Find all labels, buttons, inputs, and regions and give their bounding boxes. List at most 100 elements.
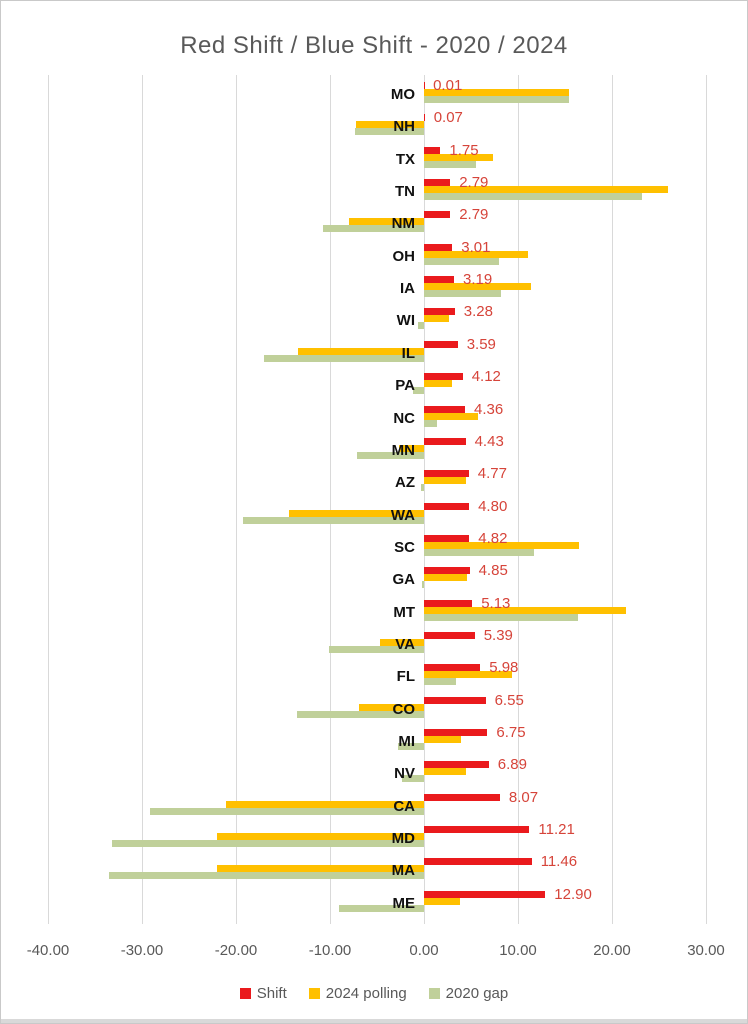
bar-2020-gap-OH	[424, 257, 500, 265]
shift-value-label-PA: 4.12	[471, 368, 501, 386]
shift-value-label-MA: 11.46	[540, 853, 578, 871]
bar-shift-VA	[424, 631, 475, 639]
bar-2020-gap-FL	[424, 678, 456, 686]
bar-2024-polling-TX	[424, 153, 493, 161]
bar-shift-MA	[424, 858, 532, 866]
shift-value-label-IL: 3.59	[466, 335, 496, 353]
shift-value-label-NC: 4.36	[474, 400, 504, 418]
category-label-WA: WA	[390, 506, 415, 524]
category-label-SC: SC	[394, 538, 415, 556]
bar-shift-MD	[424, 826, 530, 833]
shift-value-label-MT: 5.13	[481, 594, 511, 612]
bar-shift-NV	[424, 761, 489, 769]
bar-2024-polling-CO	[358, 703, 424, 711]
bar-2020-gap-NC	[424, 419, 437, 427]
bar-2024-polling-IA	[424, 283, 532, 291]
bar-2024-polling-NV	[424, 768, 467, 776]
bar-shift-TX	[424, 146, 441, 154]
gridline	[518, 75, 519, 924]
bar-2020-gap-WI	[418, 322, 424, 330]
shift-value-label-WI: 3.28	[463, 303, 493, 321]
category-label-AZ: AZ	[395, 474, 415, 492]
bar-shift-CO	[424, 696, 486, 704]
category-label-NV: NV	[394, 765, 415, 783]
legend-swatch-icon	[239, 988, 251, 999]
bar-2024-polling-NC	[424, 412, 478, 420]
bar-2024-polling-FL	[424, 671, 512, 679]
category-label-MO: MO	[390, 86, 415, 103]
shift-value-label-FL: 5.98	[489, 659, 519, 677]
x-axis-tick-label: 20.00	[593, 942, 631, 959]
shift-value-label-NV: 6.89	[497, 756, 527, 774]
category-label-WI: WI	[396, 312, 415, 330]
bar-2020-gap-GA	[421, 581, 424, 589]
bar-2020-gap-MO	[424, 96, 569, 103]
shift-value-label-OH: 3.01	[461, 238, 491, 256]
shift-value-label-AZ: 4.77	[477, 465, 507, 483]
bar-shift-AZ	[424, 470, 469, 478]
bar-2020-gap-NH	[354, 128, 424, 136]
category-label-MN: MN	[391, 441, 415, 459]
shift-value-label-MI: 6.75	[496, 723, 526, 741]
bar-shift-PA	[424, 373, 463, 381]
bar-shift-WI	[424, 308, 455, 316]
bar-2024-polling-CA	[225, 800, 424, 808]
bar-2020-gap-NV	[401, 775, 424, 783]
x-axis-tick-label: 10.00	[499, 942, 537, 959]
category-label-NC: NC	[393, 409, 415, 427]
x-axis-tick-label: 30.00	[687, 942, 725, 959]
bar-2020-gap-MT	[424, 613, 578, 621]
x-axis-tick-label: -40.00	[26, 942, 70, 959]
shift-value-label-TX: 1.75	[449, 141, 479, 159]
shift-value-label-MN: 4.43	[474, 432, 504, 450]
legend-item-2020-gap: 2020 gap	[428, 985, 509, 1002]
shift-value-label-GA: 4.85	[478, 562, 508, 580]
legend-item-2024-polling: 2024 polling	[308, 985, 407, 1002]
legend-label: 2020 gap	[445, 985, 509, 1002]
shift-value-label-IA: 3.19	[463, 271, 493, 289]
bar-2020-gap-TN	[424, 193, 643, 200]
category-label-NM: NM	[391, 215, 415, 233]
bar-2024-polling-MN	[398, 444, 424, 452]
shift-value-label-WA: 4.80	[478, 497, 508, 515]
gridline	[236, 75, 237, 924]
bar-2020-gap-TX	[424, 160, 477, 168]
category-label-MA: MA	[391, 862, 415, 880]
bar-shift-MN	[424, 437, 466, 445]
gridline	[706, 75, 707, 924]
legend: Shift 2024 polling 2020 gap	[1, 985, 747, 1002]
bar-2020-gap-IA	[424, 290, 502, 298]
bar-2020-gap-MN	[357, 451, 424, 459]
category-label-VA: VA	[395, 635, 415, 653]
bar-shift-MT	[424, 599, 473, 607]
shift-value-label-NM: 2.79	[459, 206, 489, 224]
bar-2024-polling-OH	[424, 250, 528, 258]
legend-item-shift: Shift	[239, 985, 287, 1002]
bar-2020-gap-CO	[297, 710, 424, 718]
category-label-CO: CO	[392, 700, 416, 718]
category-label-TN: TN	[395, 183, 415, 200]
category-label-MD: MD	[391, 830, 415, 847]
bar-2020-gap-MI	[397, 742, 424, 750]
x-axis-tick-label: -10.00	[308, 942, 352, 959]
legend-swatch-icon	[308, 988, 320, 999]
bar-2024-polling-IL	[298, 347, 424, 355]
bar-shift-OH	[424, 243, 453, 251]
category-label-OH: OH	[392, 247, 416, 265]
bar-2024-polling-MD	[217, 833, 424, 840]
bar-2020-gap-MA	[109, 872, 424, 880]
shift-value-label-ME: 12.90	[554, 885, 592, 903]
chart-title: Red Shift / Blue Shift - 2020 / 2024	[180, 32, 568, 59]
bar-shift-SC	[424, 534, 470, 542]
shift-value-label-CA: 8.07	[508, 788, 539, 806]
category-label-MI: MI	[398, 732, 415, 750]
bar-2020-gap-PA	[413, 387, 424, 395]
bar-shift-ME	[424, 890, 546, 898]
bar-2024-polling-WI	[424, 315, 449, 323]
bar-2024-polling-MA	[217, 865, 424, 873]
bar-shift-CA	[424, 793, 500, 801]
bar-2024-polling-NH	[355, 121, 424, 129]
gridline	[142, 75, 143, 924]
legend-label: Shift	[256, 985, 287, 1002]
